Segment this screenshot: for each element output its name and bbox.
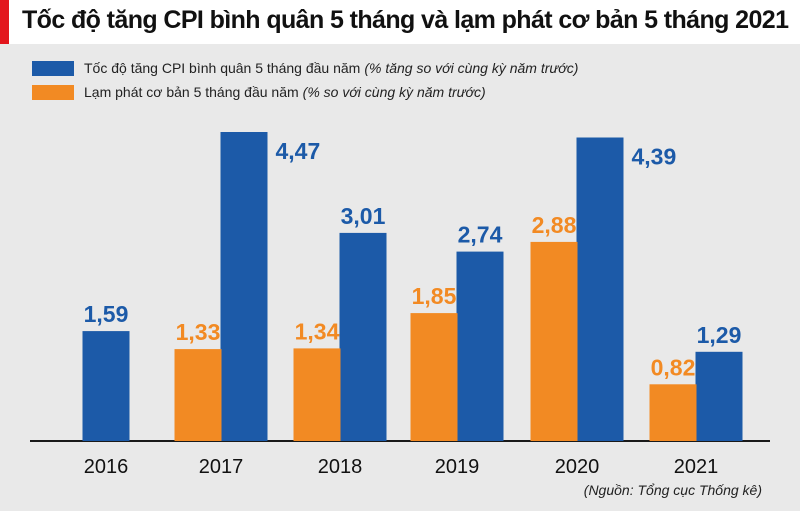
- legend-item-core-inflation: Lạm phát cơ bản 5 tháng đầu năm (% so vớ…: [32, 80, 578, 104]
- x-tick-label-2019: 2019: [435, 456, 480, 478]
- title-accent-bar: [0, 0, 9, 44]
- data-label-cpi-2021: 1,29: [697, 322, 742, 348]
- data-label-core-inflation-2020: 2,88: [532, 212, 577, 238]
- legend-label-core-inflation: Lạm phát cơ bản 5 tháng đầu năm: [84, 84, 299, 100]
- data-label-cpi-2019: 2,74: [458, 222, 503, 248]
- bar-core-inflation-2018: [293, 348, 341, 441]
- chart-title: Tốc độ tăng CPI bình quân 5 tháng và lạm…: [22, 6, 789, 34]
- legend-swatch-core-inflation: [32, 84, 74, 100]
- legend-note-core-inflation: (% so với cùng kỳ năm trước): [302, 84, 486, 100]
- data-label-core-inflation-2019: 1,85: [412, 283, 457, 309]
- data-label-cpi-2016: 1,59: [84, 301, 129, 327]
- bar-cpi-2020: [576, 137, 624, 441]
- bar-core-inflation-2021: [649, 384, 697, 441]
- legend: Tốc độ tăng CPI bình quân 5 tháng đầu nă…: [32, 56, 578, 104]
- bar-core-inflation-2020: [530, 241, 578, 441]
- source-note: (Nguồn: Tổng cục Thống kê): [583, 482, 762, 498]
- legend-note-cpi: (% tăng so với cùng kỳ năm trước): [364, 60, 579, 76]
- data-label-cpi-2017: 4,47: [276, 138, 321, 164]
- bar-cpi-2017: [220, 132, 268, 441]
- data-label-core-inflation-2018: 1,34: [295, 318, 340, 344]
- legend-item-cpi: Tốc độ tăng CPI bình quân 5 tháng đầu nă…: [32, 56, 578, 80]
- x-tick-label-2016: 2016: [84, 456, 129, 478]
- bar-core-inflation-2019: [410, 313, 458, 441]
- data-label-core-inflation-2017: 1,33: [176, 319, 221, 345]
- data-label-cpi-2018: 3,01: [341, 203, 386, 229]
- bar-cpi-2019: [456, 251, 504, 441]
- data-label-core-inflation-2021: 0,82: [651, 354, 696, 380]
- x-tick-label-2017: 2017: [199, 456, 244, 478]
- title-bar: Tốc độ tăng CPI bình quân 5 tháng và lạm…: [0, 0, 800, 44]
- x-tick-label-2020: 2020: [555, 456, 600, 478]
- bar-cpi-2016: [82, 331, 130, 441]
- legend-label-cpi: Tốc độ tăng CPI bình quân 5 tháng đầu nă…: [84, 60, 361, 76]
- data-label-cpi-2020: 4,39: [632, 144, 677, 170]
- x-tick-label-2021: 2021: [674, 456, 719, 478]
- bar-cpi-2018: [339, 232, 387, 441]
- x-tick-label-2018: 2018: [318, 456, 363, 478]
- bar-cpi-2021: [695, 351, 743, 441]
- legend-swatch-cpi: [32, 60, 74, 76]
- bar-core-inflation-2017: [174, 349, 222, 441]
